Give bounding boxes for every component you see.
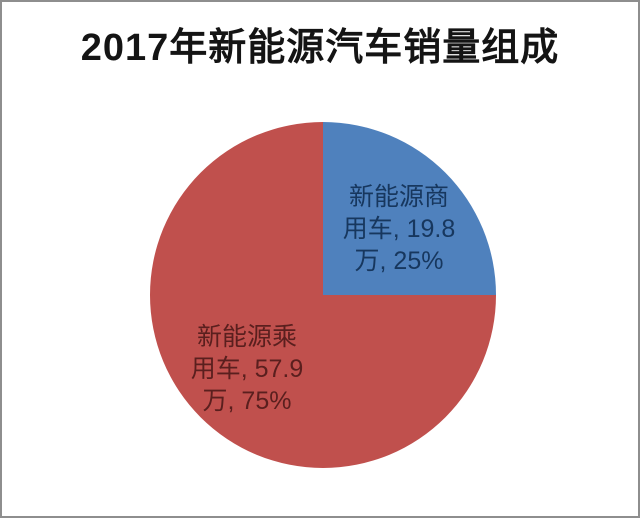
- pie-label-line: 新能源乘: [196, 323, 297, 351]
- pie-label-commercial-vehicles: 新能源商 用车, 19.8 万, 25%: [343, 181, 456, 277]
- pie-label-passenger-vehicles: 新能源乘 用车, 57.9 万, 75%: [191, 321, 304, 417]
- pie-slice-0[interactable]: [323, 122, 496, 295]
- pie-slice-1[interactable]: [150, 122, 496, 468]
- pie-label-line: 新能源商: [348, 183, 449, 211]
- pie-label-line: 用车, 57.9: [190, 355, 304, 383]
- chart-title: 2017年新能源汽车销量组成: [80, 27, 560, 69]
- pie-label-line: 用车, 19.8: [342, 215, 456, 243]
- pie-label-line: 万, 75%: [202, 387, 292, 415]
- pie-label-line: 万, 25%: [354, 247, 444, 275]
